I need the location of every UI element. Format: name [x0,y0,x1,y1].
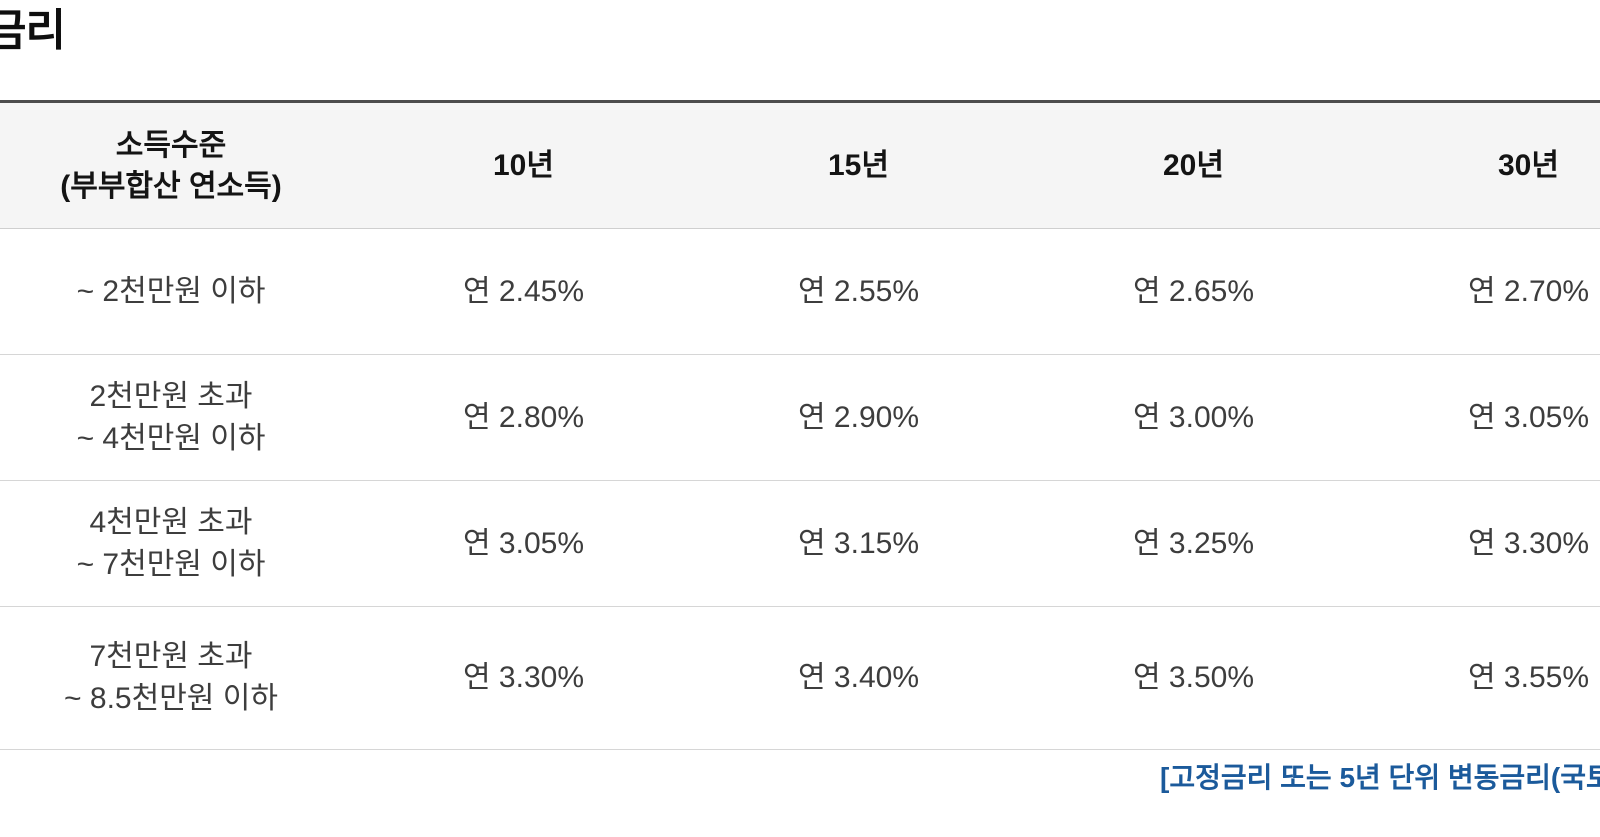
rate-value: 연 3.05% [463,526,584,560]
income-bracket-line1: 7천만원 초과 [89,640,253,673]
income-bracket-line1: ~ 2천만원 이하 [76,274,266,308]
header-income-level: 소득수준 (부부합산 연소득) [0,125,356,207]
income-bracket-line1: 4천만원 초과 [89,505,253,539]
income-bracket: 7천만원 초과 ~ 8.5천만원 이하 [0,636,356,720]
rate-value: 연 3.15% [798,526,919,560]
interest-rate-table: 소득수준 (부부합산 연소득) 10년 15년 20년 30년 ~ 2천만원 이… [0,100,1600,750]
rate-value: 연 3.05% [1468,400,1589,434]
income-bracket: 4천만원 초과 ~ 7천만원 이하 [0,502,356,586]
income-bracket: ~ 2천만원 이하 [0,271,356,313]
rate-value: 연 2.70% [1468,274,1589,308]
table-row: 2천만원 초과 ~ 4천만원 이하 연 2.80% 연 2.90% 연 3.00… [0,355,1600,481]
table-row: 4천만원 초과 ~ 7천만원 이하 연 3.05% 연 3.15% 연 3.25… [0,481,1600,607]
rate-value: 연 3.25% [1133,526,1254,560]
rate-value: 연 3.30% [463,661,584,694]
header-term-30y: 30년 [1498,149,1559,182]
table-row: ~ 2천만원 이하 연 2.45% 연 2.55% 연 2.65% 연 2.70… [0,229,1600,355]
page-content: 금리 소득수준 (부부합산 연소득) 10년 15년 20년 30년 ~ 2천만… [0,6,1600,793]
page-title: 금리 [0,6,66,55]
header-income-line2: (부부합산 연소득) [60,169,282,203]
income-bracket: 2천만원 초과 ~ 4천만원 이하 [0,376,356,460]
header-term-15y: 15년 [828,149,889,182]
rate-value: 연 3.30% [1468,526,1589,560]
income-bracket-line2: ~ 7천만원 이하 [76,547,266,581]
table-row: 7천만원 초과 ~ 8.5천만원 이하 연 3.30% 연 3.40% 연 3.… [0,607,1600,750]
rate-value: 연 2.90% [798,400,919,434]
rate-value: 연 2.80% [463,400,584,434]
income-bracket-line1: 2천만원 초과 [89,379,253,413]
rate-value: 연 3.55% [1468,661,1589,694]
rate-value: 연 2.65% [1133,274,1254,308]
income-bracket-line2: ~ 4천만원 이하 [76,421,266,455]
table-header-row: 소득수준 (부부합산 연소득) 10년 15년 20년 30년 [0,103,1600,229]
header-income-line1: 소득수준 [115,128,227,162]
rate-value: 연 2.45% [463,274,584,308]
rate-value: 연 3.00% [1133,400,1254,434]
header-term-10y: 10년 [493,149,554,182]
rate-value: 연 3.40% [798,661,919,694]
income-bracket-line2: ~ 8.5천만원 이하 [64,682,278,715]
rate-value: 연 2.55% [798,274,919,308]
header-term-20y: 20년 [1163,149,1224,182]
rate-value: 연 3.50% [1133,661,1254,694]
rate-type-footnote: [고정금리 또는 5년 단위 변동금리(국토교통 [1160,762,1600,793]
